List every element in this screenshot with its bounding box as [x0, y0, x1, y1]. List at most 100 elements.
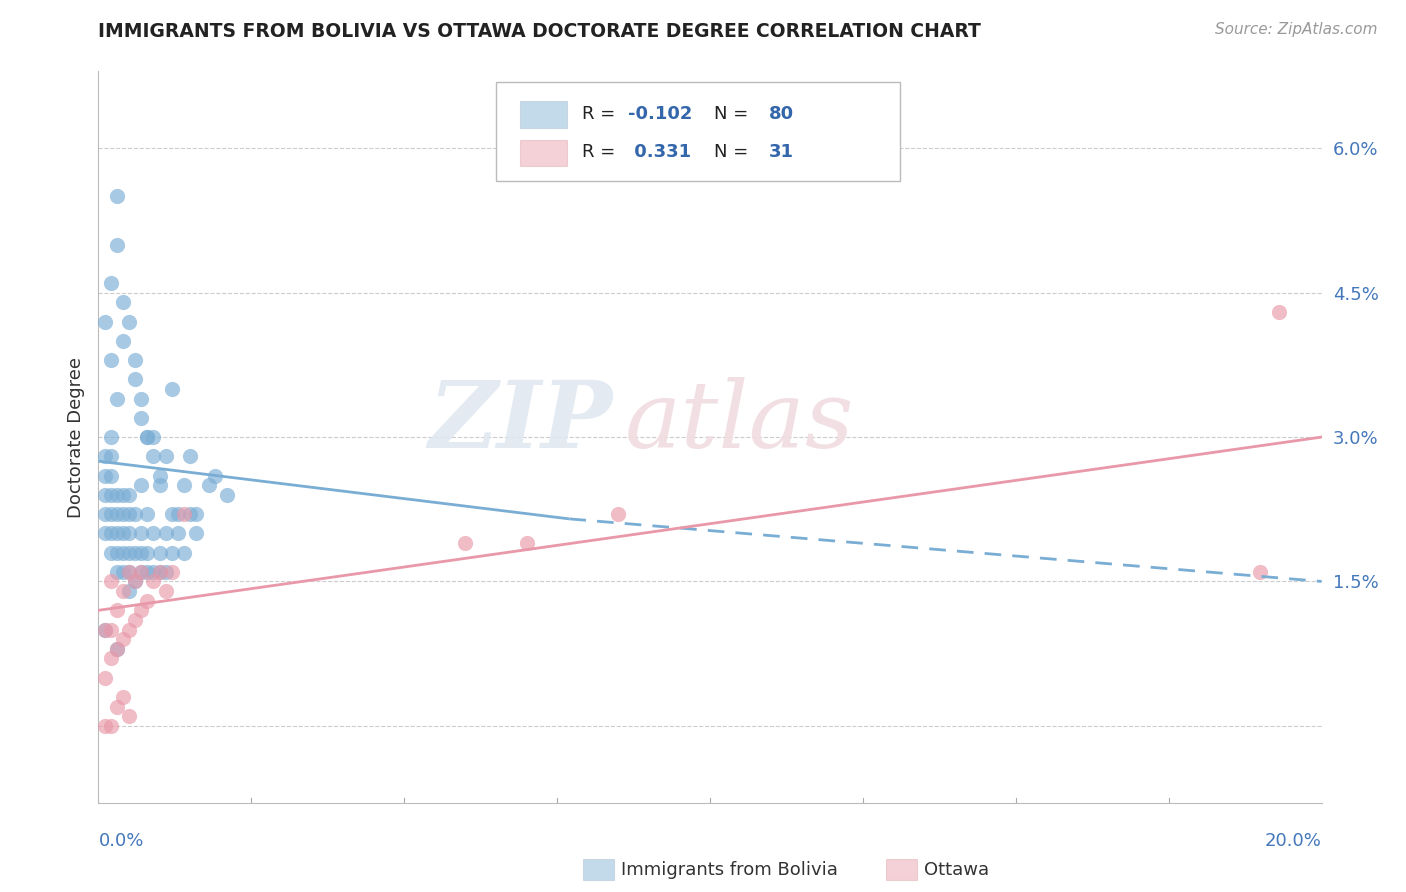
Point [142, 574, 165, 589]
Point [136, 593, 159, 607]
Point [136, 430, 159, 444]
Point [105, 507, 128, 521]
Text: R =: R = [582, 143, 620, 161]
Point [124, 372, 146, 386]
Point [93, 623, 115, 637]
Point [149, 565, 172, 579]
Point [129, 526, 152, 541]
Point [105, 526, 128, 541]
Point [1268, 305, 1291, 319]
Point [179, 507, 201, 521]
Point [111, 526, 134, 541]
Point [179, 450, 201, 464]
Point [100, 623, 122, 637]
Text: -0.102: -0.102 [628, 104, 692, 123]
Point [100, 574, 122, 589]
Text: ZIP: ZIP [427, 377, 612, 467]
Point [124, 545, 146, 559]
Text: IMMIGRANTS FROM BOLIVIA VS OTTAWA DOCTORATE DEGREE CORRELATION CHART: IMMIGRANTS FROM BOLIVIA VS OTTAWA DOCTOR… [98, 22, 981, 41]
Point [100, 450, 122, 464]
Point [607, 507, 630, 521]
Text: atlas: atlas [624, 377, 853, 467]
Point [93, 468, 115, 483]
Point [100, 545, 122, 559]
Point [129, 545, 152, 559]
Point [93, 623, 115, 637]
Point [118, 565, 141, 579]
Point [105, 189, 128, 203]
Text: N =: N = [714, 104, 754, 123]
Point [93, 526, 115, 541]
Point [149, 545, 172, 559]
Point [136, 565, 159, 579]
Point [454, 536, 477, 550]
Point [93, 671, 115, 685]
Point [105, 641, 128, 656]
FancyBboxPatch shape [520, 140, 567, 167]
Point [118, 709, 141, 723]
Point [105, 603, 128, 617]
Point [215, 488, 238, 502]
Point [186, 526, 208, 541]
Point [142, 450, 165, 464]
Point [129, 565, 152, 579]
Point [149, 565, 172, 579]
Point [111, 507, 134, 521]
Point [160, 545, 183, 559]
Point [142, 526, 165, 541]
Point [100, 526, 122, 541]
Point [167, 507, 190, 521]
Point [186, 507, 208, 521]
Point [129, 478, 152, 492]
Point [93, 450, 115, 464]
Point [1249, 565, 1271, 579]
Point [155, 565, 177, 579]
Point [100, 353, 122, 368]
Point [204, 468, 226, 483]
Point [124, 507, 146, 521]
Text: 31: 31 [769, 143, 794, 161]
Point [93, 507, 115, 521]
Point [118, 526, 141, 541]
Text: Immigrants from Bolivia: Immigrants from Bolivia [621, 861, 838, 879]
Point [100, 276, 122, 290]
Point [111, 565, 134, 579]
Text: N =: N = [714, 143, 754, 161]
Point [173, 507, 195, 521]
Point [93, 488, 115, 502]
Point [100, 430, 122, 444]
Point [155, 450, 177, 464]
Point [129, 565, 152, 579]
Point [111, 690, 134, 704]
Point [105, 641, 128, 656]
Point [111, 488, 134, 502]
Point [100, 488, 122, 502]
Point [118, 545, 141, 559]
Point [111, 295, 134, 310]
Point [160, 382, 183, 396]
Point [149, 478, 172, 492]
Point [105, 699, 128, 714]
Point [105, 237, 128, 252]
Point [160, 507, 183, 521]
Point [155, 526, 177, 541]
Text: Ottawa: Ottawa [924, 861, 988, 879]
Point [155, 584, 177, 599]
Point [105, 392, 128, 406]
Point [149, 468, 172, 483]
Point [111, 545, 134, 559]
Point [111, 584, 134, 599]
Point [105, 545, 128, 559]
Point [124, 613, 146, 627]
Point [124, 574, 146, 589]
Point [111, 632, 134, 647]
Text: 0.331: 0.331 [628, 143, 692, 161]
Point [100, 507, 122, 521]
Point [124, 574, 146, 589]
Point [118, 623, 141, 637]
Point [100, 468, 122, 483]
Point [136, 507, 159, 521]
Text: 20.0%: 20.0% [1265, 832, 1322, 850]
Point [129, 410, 152, 425]
Point [100, 651, 122, 665]
